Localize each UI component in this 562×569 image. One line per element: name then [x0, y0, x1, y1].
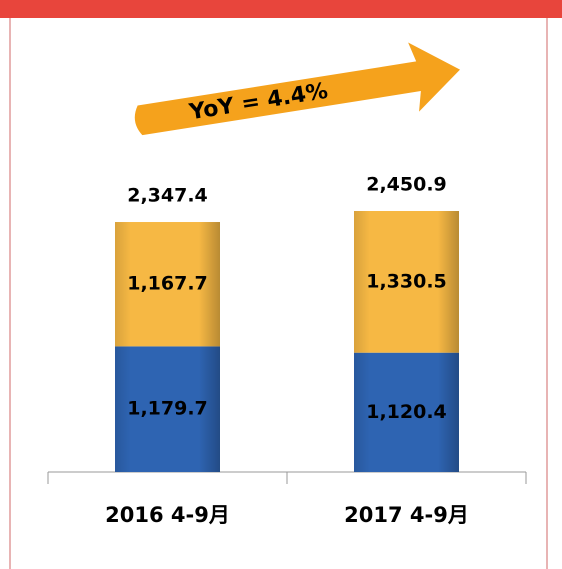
segment-label: 1,330.5 — [366, 270, 447, 292]
bar-shade — [354, 352, 459, 472]
total-label: 2,347.4 — [127, 185, 208, 207]
segment-label: 1,167.7 — [127, 273, 208, 295]
bar-shade — [354, 211, 459, 353]
bar-shade — [115, 222, 220, 347]
annotation: YoY = 4.4% — [187, 79, 330, 126]
segment-label: 1,179.7 — [127, 398, 208, 420]
x-tick-label: 2017 4-9月 — [344, 503, 469, 527]
x-tick-label: 2016 4-9月 — [105, 503, 230, 527]
bar-shade — [115, 346, 220, 472]
yoy-arrow: YoY = 4.4% — [134, 42, 461, 136]
header-bar — [0, 0, 562, 18]
arrow-shape — [134, 42, 461, 136]
segment-label: 1,120.4 — [366, 401, 447, 423]
total-label: 2,450.9 — [366, 174, 447, 196]
